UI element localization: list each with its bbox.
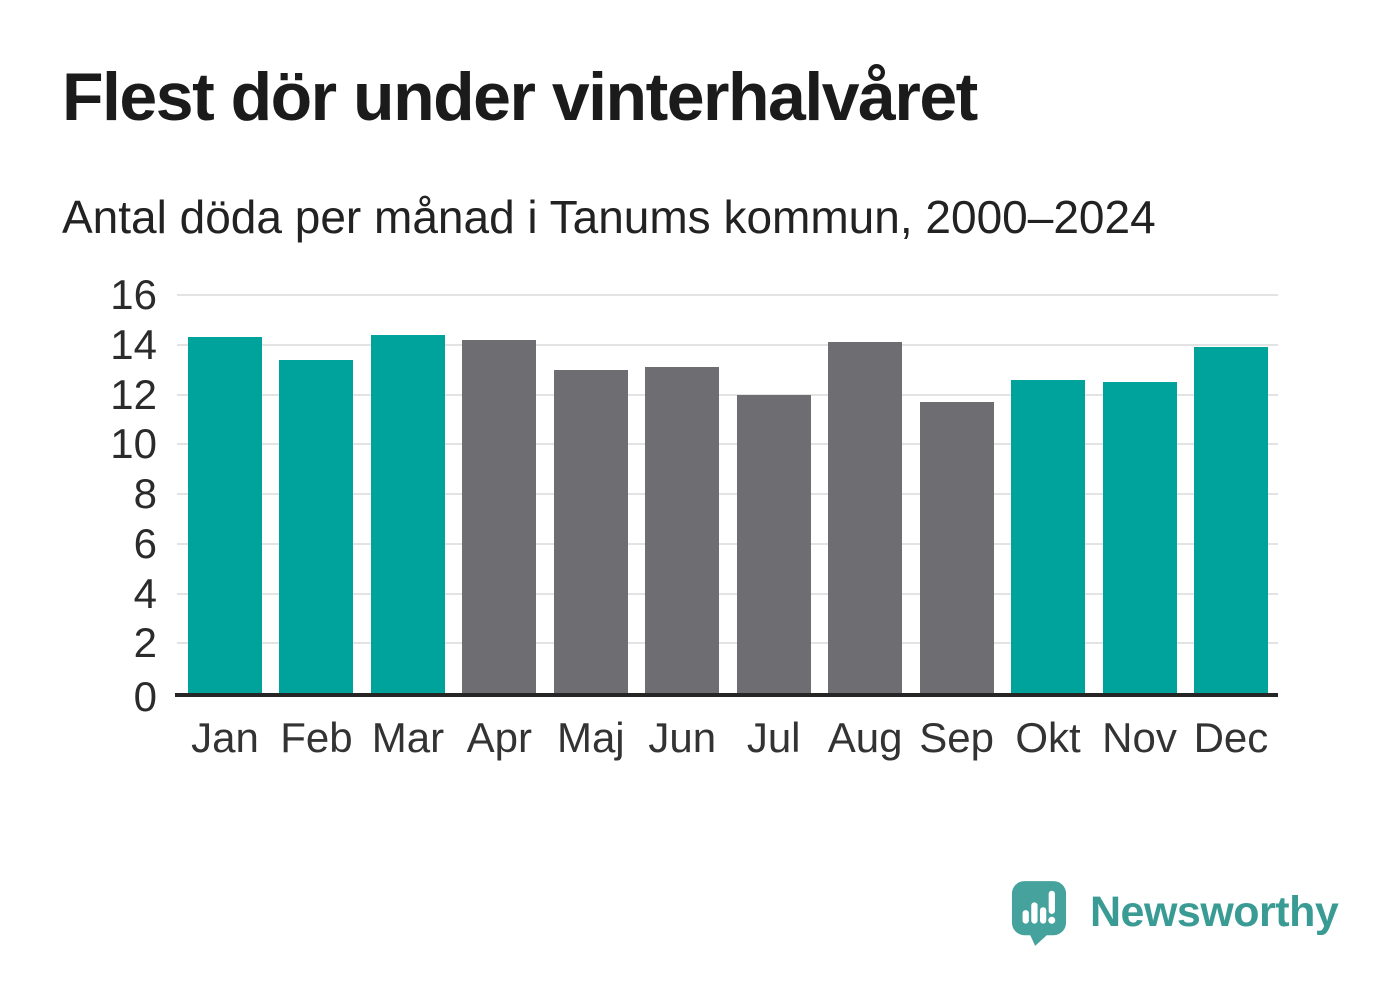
gridline <box>177 343 1278 346</box>
gridline <box>177 642 1278 645</box>
plot-area <box>175 294 1278 697</box>
gridline <box>177 393 1278 396</box>
bar-aug <box>828 342 903 693</box>
bar-feb <box>279 359 354 693</box>
y-tick-label: 4 <box>133 569 157 617</box>
y-tick-label: 16 <box>110 271 157 318</box>
y-tick-label: 0 <box>133 673 157 720</box>
x-tick-label: Feb <box>280 714 353 761</box>
gridline <box>177 443 1278 446</box>
x-tick-label: Dec <box>1193 714 1269 761</box>
bar-maj <box>553 369 628 693</box>
y-tick-label: 8 <box>133 470 157 517</box>
chart-subtitle: Antal döda per månad i Tanums kommun, 20… <box>62 191 1156 243</box>
bar-jan <box>188 337 262 693</box>
gridline <box>177 542 1278 545</box>
bar-jul <box>736 394 811 693</box>
bar-okt <box>1011 379 1086 693</box>
x-tick-label: Jun <box>648 714 717 761</box>
brand-footer: Newsworthy <box>1010 878 1339 948</box>
y-tick-label: 14 <box>110 320 157 368</box>
y-axis: 0 2 4 6 8 10 12 14 16 <box>0 274 157 718</box>
x-tick-label: Nov <box>1102 714 1177 761</box>
chart-title: Flest dör under vinterhalvåret <box>62 59 978 135</box>
gridline <box>177 294 1278 296</box>
bar-sep <box>919 401 994 693</box>
bar-nov <box>1102 382 1177 693</box>
bar-apr <box>462 339 537 693</box>
bar-jun <box>645 367 720 693</box>
x-tick-label: Aug <box>827 714 903 761</box>
x-tick-label: Jan <box>191 714 259 761</box>
x-tick-label: Sep <box>919 714 994 761</box>
x-tick-label: Apr <box>466 714 533 761</box>
gridline <box>177 493 1278 495</box>
bar-dec <box>1193 347 1268 693</box>
y-tick-label: 2 <box>133 619 157 667</box>
x-tick-label: Jul <box>746 714 801 761</box>
x-tick-label: Okt <box>1015 714 1081 761</box>
x-tick-label: Maj <box>556 714 625 761</box>
brand-name: Newsworthy <box>1090 888 1339 936</box>
y-tick-label: 10 <box>110 420 157 468</box>
x-axis-line <box>175 693 1278 697</box>
x-axis: Jan Feb Mar Apr Maj Jun Jul Aug Sep Okt Nov Dec <box>177 714 1278 775</box>
x-tick-label: Mar <box>371 714 445 761</box>
gridline <box>177 592 1278 595</box>
newsworthy-logo-icon <box>1011 881 1067 946</box>
y-tick-label: 6 <box>133 519 157 567</box>
y-tick-label: 12 <box>110 370 157 418</box>
bar-mar <box>370 334 445 693</box>
